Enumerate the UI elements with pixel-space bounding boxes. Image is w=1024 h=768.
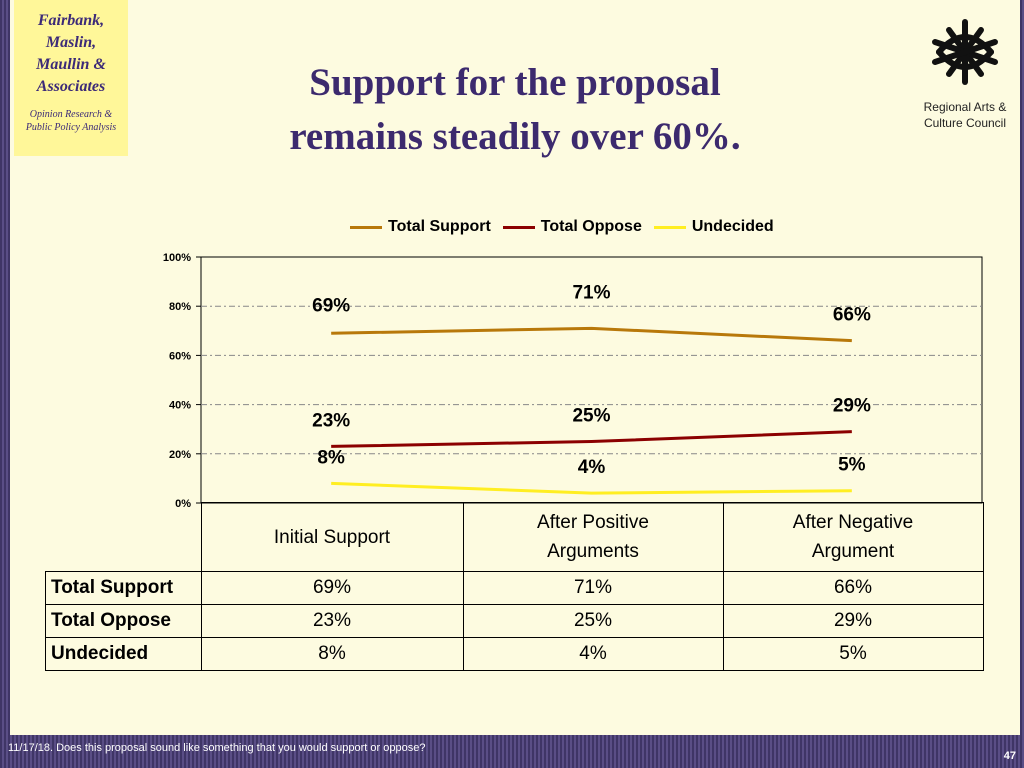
table-row: Undecided 8% 4% 5% bbox=[45, 637, 984, 671]
column-header-line: After Positive bbox=[537, 512, 649, 533]
legend-label: Total Support bbox=[388, 218, 491, 235]
data-label: 69% bbox=[312, 295, 350, 316]
data-label: 66% bbox=[833, 305, 871, 326]
data-table: Initial Support After Positive Arguments… bbox=[45, 502, 984, 671]
firm-logo: Fairbank, Maslin, Maullin & Associates O… bbox=[14, 0, 128, 156]
series-line bbox=[331, 481, 852, 495]
legend-swatch bbox=[350, 225, 382, 229]
firm-name-line: Maullin & bbox=[36, 56, 106, 73]
table-cell: 71% bbox=[462, 571, 724, 605]
firm-tagline-line: Opinion Research & bbox=[29, 109, 113, 120]
table-column-header: After Positive Arguments bbox=[462, 502, 724, 572]
firm-name-line: Maslin, bbox=[45, 34, 97, 51]
table-column-header: After Negative Argument bbox=[722, 502, 984, 572]
table-row: Total Oppose 23% 25% 29% bbox=[45, 604, 984, 638]
data-label: 25% bbox=[572, 406, 610, 427]
legend-item: Total Oppose bbox=[502, 218, 642, 236]
firm-name-line: Fairbank, bbox=[37, 12, 105, 29]
table-cell: 5% bbox=[722, 637, 984, 671]
column-header-line: After Negative bbox=[792, 512, 914, 533]
table-column-header: Initial Support bbox=[200, 502, 464, 572]
legend-item: Undecided bbox=[653, 218, 774, 236]
series-line bbox=[331, 326, 852, 343]
y-tick-label: 20% bbox=[169, 449, 191, 461]
org-name-line: Culture Council bbox=[923, 116, 1007, 130]
table-row-label: Total Support bbox=[45, 571, 202, 605]
footer-note: 11/17/18. Does this proposal sound like … bbox=[8, 742, 426, 754]
table-cell: 25% bbox=[462, 604, 724, 638]
table-cell: 69% bbox=[200, 571, 464, 605]
title-line: remains steadily over 60%. bbox=[289, 115, 741, 158]
column-header-line: Argument bbox=[811, 541, 895, 562]
table-row: Total Support 69% 71% 66% bbox=[45, 571, 984, 605]
table-cell: 23% bbox=[200, 604, 464, 638]
data-label: 8% bbox=[317, 447, 345, 468]
data-label: 71% bbox=[572, 282, 610, 303]
table-cell: 4% bbox=[462, 637, 724, 671]
legend-swatch bbox=[653, 225, 686, 229]
firm-tagline-line: Public Policy Analysis bbox=[25, 122, 117, 133]
chart-legend: Total Support Total Oppose Undecided bbox=[350, 218, 774, 236]
y-tick-label: 60% bbox=[169, 350, 191, 362]
legend-label: Total Oppose bbox=[540, 218, 642, 235]
data-label: 4% bbox=[578, 457, 606, 478]
legend-label: Undecided bbox=[691, 218, 774, 235]
title-line: Support for the proposal bbox=[309, 61, 721, 104]
data-label: 29% bbox=[833, 396, 871, 417]
legend-item: Total Support bbox=[350, 218, 491, 236]
table-cell: 29% bbox=[722, 604, 984, 638]
column-header-line: Initial Support bbox=[273, 526, 391, 548]
org-name-line: Regional Arts & bbox=[923, 100, 1007, 114]
data-label: 23% bbox=[312, 410, 350, 431]
table-cell: 66% bbox=[722, 571, 984, 605]
column-header-line: Arguments bbox=[547, 541, 639, 562]
org-logo: Regional Arts & Culture Council bbox=[910, 12, 1020, 131]
org-emblem-icon bbox=[932, 19, 998, 85]
series-line bbox=[331, 430, 852, 448]
table-row-label: Undecided bbox=[45, 637, 202, 671]
slide-title: Support for the proposal remains steadil… bbox=[190, 56, 840, 164]
table-corner bbox=[45, 502, 202, 572]
data-label: 5% bbox=[838, 455, 866, 476]
legend-swatch bbox=[502, 225, 535, 229]
y-tick-label: 40% bbox=[169, 400, 191, 412]
page-number: 47 bbox=[1003, 750, 1016, 762]
table-cell: 8% bbox=[200, 637, 464, 671]
table-row-label: Total Oppose bbox=[45, 604, 202, 638]
table-header-row: Initial Support After Positive Arguments… bbox=[45, 502, 984, 572]
y-tick-label: 80% bbox=[169, 301, 191, 313]
y-tick-label: 100% bbox=[163, 252, 191, 264]
firm-name-line: Associates bbox=[36, 78, 106, 95]
